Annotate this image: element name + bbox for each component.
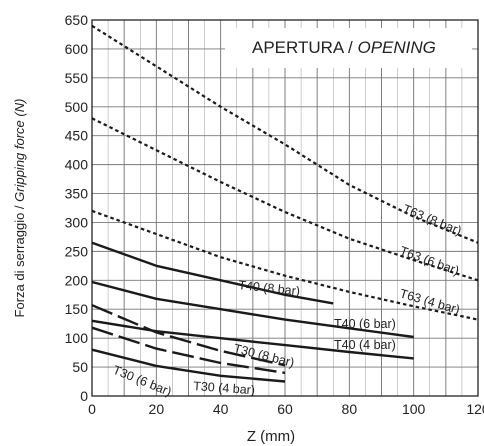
y-tick-label: 250 — [65, 243, 89, 259]
series-label-5: T40 (6 bar) — [334, 317, 396, 331]
plot-frame — [91, 19, 479, 397]
y-axis-label-italic: Gripping force (N) — [12, 99, 27, 202]
y-tick-label: 600 — [65, 41, 89, 57]
x-tick-labels: 0 20 40 60 80 100 120 — [88, 401, 484, 417]
x-tick-label: 60 — [277, 401, 293, 417]
y-axis-label-main: Forza di serraggio / — [12, 202, 27, 318]
y-tick-label: 450 — [65, 128, 89, 144]
chart-title-main: APERTURA / — [252, 38, 358, 57]
y-tick-label: 300 — [65, 214, 89, 230]
series-line-3 — [91, 209, 479, 321]
x-tick-label: 0 — [88, 401, 96, 417]
series-line-7 — [91, 304, 286, 367]
x-tick-label: 20 — [149, 401, 165, 417]
x-tick-label: 100 — [402, 401, 426, 417]
series-line-8 — [91, 326, 286, 375]
x-axis-label: Z (mm) — [247, 428, 295, 445]
series-line-6 — [91, 319, 414, 360]
y-tick-label: 150 — [65, 301, 89, 317]
y-tick-labels: 0 50 100 150 200 250 300 350 400 450 500 550 600 650 — [65, 12, 89, 404]
y-tick-label: 0 — [80, 388, 88, 404]
series-label-4: T40 (8 bar) — [238, 278, 301, 298]
y-tick-label: 500 — [65, 99, 89, 115]
series-line-5 — [91, 280, 414, 339]
x-tick-label: 120 — [466, 401, 484, 417]
y-tick-label: 400 — [65, 157, 89, 173]
series-line-9 — [91, 348, 286, 383]
chart-title: APERTURA / OPENING — [252, 38, 436, 57]
y-axis-label: Forza di serraggio / Gripping force (N) — [12, 99, 27, 318]
x-tick-label: 40 — [213, 401, 229, 417]
y-tick-label: 200 — [65, 272, 89, 288]
series-label-9: T30 (4 bar) — [193, 379, 256, 397]
series-label-1: T63 (8 bar) — [401, 202, 464, 238]
series-label-6: T40 (4 bar) — [334, 338, 396, 352]
y-tick-label: 650 — [65, 12, 89, 28]
series-lines — [91, 24, 479, 383]
y-tick-label: 550 — [65, 70, 89, 86]
chart-title-italic: OPENING — [358, 38, 436, 57]
series-line-4 — [91, 241, 334, 305]
y-tick-label: 100 — [65, 330, 89, 346]
y-tick-label: 350 — [65, 186, 89, 202]
x-tick-label: 80 — [342, 401, 358, 417]
title-box — [225, 28, 472, 68]
y-tick-label: 50 — [72, 359, 88, 375]
series-label-2: T63 (6 bar) — [398, 244, 461, 278]
series-line-2 — [91, 117, 479, 282]
